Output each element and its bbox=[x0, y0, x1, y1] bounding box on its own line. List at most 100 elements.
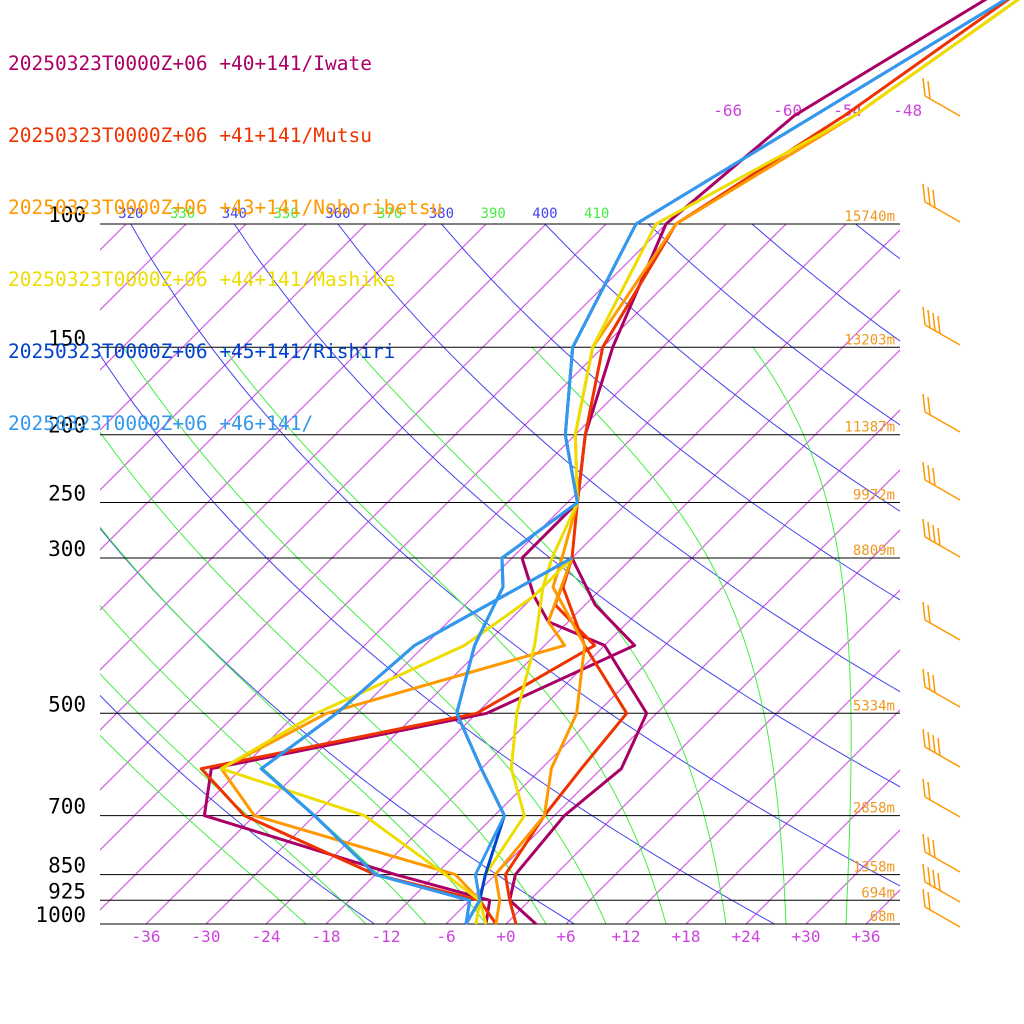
theta-label: 340 bbox=[222, 206, 247, 222]
profiles bbox=[199, 0, 1021, 926]
dry-adiabat-line bbox=[751, 224, 900, 342]
legend-entry: 20250323T0000Z+06 +41+141/Mutsu bbox=[8, 124, 372, 147]
moist-adiabat-line bbox=[100, 734, 307, 924]
x-tick-label: +36 bbox=[852, 927, 881, 946]
isotherm-line bbox=[805, 829, 900, 924]
isotherm-line bbox=[865, 889, 900, 924]
top-temp-labels: -66 -60 -54 -48 bbox=[713, 101, 922, 120]
theta-label: 400 bbox=[532, 206, 557, 222]
pressure-label: 200 bbox=[48, 414, 86, 438]
dry-adiabat-line bbox=[441, 224, 900, 601]
height-label: 15740m bbox=[844, 209, 895, 225]
isotherm-line bbox=[100, 224, 487, 611]
top-temp-label: -60 bbox=[773, 101, 802, 120]
isotherm-line bbox=[100, 224, 367, 491]
pressure-label: 250 bbox=[48, 482, 86, 506]
wind-barb bbox=[922, 863, 961, 903]
wind-barb bbox=[922, 77, 961, 117]
legend-entry: 20250323T0000Z+06 +46+141/ bbox=[8, 412, 314, 435]
x-tick-label: +24 bbox=[732, 927, 761, 946]
wind-barb bbox=[922, 778, 961, 818]
isotherm-line bbox=[445, 469, 900, 924]
pressure-label: 150 bbox=[48, 326, 86, 350]
height-label: 9972m bbox=[853, 488, 895, 504]
theta-labels: 320 330 340 350 360 370 380 390 400 410 bbox=[118, 206, 609, 222]
isotherm-line bbox=[685, 709, 900, 924]
isotherm-line bbox=[100, 224, 547, 671]
pressure-label: 700 bbox=[48, 795, 86, 819]
isotherm-line bbox=[745, 769, 900, 924]
isotherm-line bbox=[100, 224, 787, 911]
isotherm-line bbox=[986, 224, 1024, 924]
dry-adiabat-line bbox=[959, 224, 1024, 924]
isotherm-line bbox=[325, 349, 900, 924]
height-label: 11387m bbox=[844, 420, 895, 436]
legend-entry: 20250323T0000Z+06 +43+141/Noboribetsu bbox=[8, 196, 443, 219]
pressure-label: 500 bbox=[48, 692, 86, 716]
x-tick-labels: -36 -30 -24 -18 -12 -6 +0 +6 +12 +18 +24 +30 +36 bbox=[132, 927, 881, 946]
height-label: 2858m bbox=[853, 801, 895, 817]
x-tick-label: -30 bbox=[192, 927, 221, 946]
top-temp-label: -54 bbox=[833, 101, 862, 120]
isotherm-line bbox=[625, 649, 900, 924]
isotherm-line bbox=[100, 224, 727, 851]
dry-adiabat-line bbox=[544, 224, 900, 512]
isotherm-line bbox=[926, 224, 1024, 924]
wind-barb bbox=[922, 183, 961, 223]
theta-label: 370 bbox=[377, 206, 402, 222]
theta-label: 390 bbox=[481, 206, 506, 222]
temperature-line bbox=[508, 0, 988, 926]
height-label: 694m bbox=[861, 885, 895, 901]
x-tick-label: +30 bbox=[792, 927, 821, 946]
temperature-line bbox=[455, 0, 1008, 925]
x-tick-label: -24 bbox=[252, 927, 281, 946]
wind-barb bbox=[922, 728, 961, 768]
series-group bbox=[259, 0, 1008, 925]
wind-barbs bbox=[922, 77, 961, 928]
pressure-label: 850 bbox=[48, 854, 86, 878]
wind-barb bbox=[922, 833, 961, 873]
moist-adiabat-line bbox=[100, 673, 367, 924]
theta-label: 320 bbox=[118, 206, 143, 222]
isotherm-line bbox=[100, 224, 307, 431]
x-tick-label: +0 bbox=[496, 927, 515, 946]
x-tick-label: +12 bbox=[612, 927, 641, 946]
isotherm-line bbox=[265, 289, 900, 924]
isotherm-line bbox=[505, 529, 900, 924]
isotherms bbox=[100, 224, 1024, 924]
theta-label: 350 bbox=[273, 206, 298, 222]
moist-adiabat-line bbox=[752, 347, 852, 924]
legend-entry: 20250323T0000Z+06 +45+141/Rishiri bbox=[8, 340, 396, 363]
x-tick-label: -6 bbox=[436, 927, 455, 946]
moist-adiabat-line bbox=[122, 347, 607, 924]
pressure-label: 100 bbox=[48, 203, 86, 227]
isotherm-line bbox=[100, 224, 607, 731]
wind-barb bbox=[922, 393, 961, 433]
isotherm-line bbox=[100, 224, 427, 551]
isobars bbox=[100, 223, 900, 925]
top-temp-label: -48 bbox=[893, 101, 922, 120]
x-tick-label: +6 bbox=[556, 927, 575, 946]
isotherm-line bbox=[145, 224, 847, 924]
wind-barb bbox=[922, 668, 961, 708]
temperature-line bbox=[455, 0, 1008, 925]
dewpoint-line bbox=[259, 556, 573, 925]
wind-barb bbox=[922, 306, 961, 346]
dewpoint-line bbox=[219, 556, 574, 925]
wind-barb bbox=[922, 888, 961, 928]
height-label: 8809m bbox=[853, 543, 895, 559]
theta-label: 380 bbox=[429, 206, 454, 222]
dewpoint-line bbox=[202, 557, 637, 925]
pressure-label: 300 bbox=[48, 537, 86, 561]
legend-entry: 20250323T0000Z+06 +44+141/Mashike bbox=[8, 268, 396, 291]
isotherm-line bbox=[100, 224, 247, 371]
x-tick-label: +18 bbox=[672, 927, 701, 946]
isotherm-line bbox=[385, 409, 900, 924]
top-temp-label: -66 bbox=[713, 101, 742, 120]
pressure-label: 925 bbox=[48, 879, 86, 903]
x-tick-label: -18 bbox=[312, 927, 341, 946]
isotherm-line bbox=[100, 224, 667, 791]
isotherm-line bbox=[565, 589, 900, 924]
